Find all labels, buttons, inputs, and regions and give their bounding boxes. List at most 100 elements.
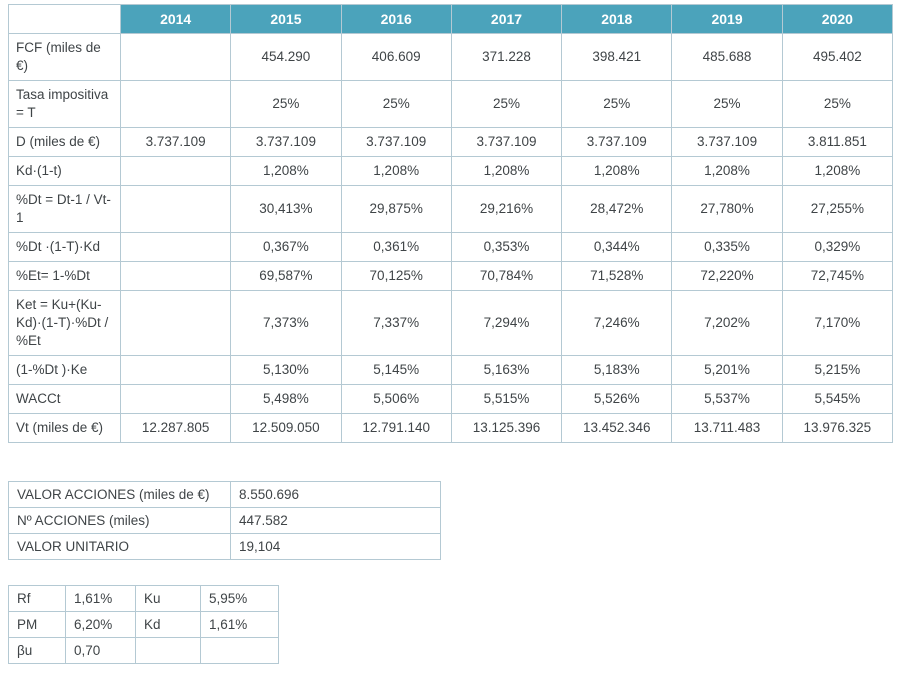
parameters-table: Rf 1,61% Ku 5,95% PM 6,20% Kd 1,61% βu 0,70 — [8, 585, 279, 664]
cell-value: 447.582 — [230, 507, 441, 534]
table-row: VALOR UNITARIO 19,104 — [8, 533, 441, 560]
param-value: 1,61% — [200, 611, 279, 638]
table-row: %Dt = Dt-1 / Vt-1 30,413% 29,875% 29,216% 28… — [8, 185, 894, 233]
cell-value: 25% — [340, 80, 452, 128]
cell-value: 25% — [561, 80, 673, 128]
table-row: D (miles de €) 3.737.109 3.737.109 3.737.10… — [8, 127, 894, 157]
cell-value: 13.711.483 — [671, 413, 783, 443]
cell-value: 3.737.109 — [119, 127, 232, 157]
cell-value: 25% — [781, 80, 894, 128]
cell-value: 7,337% — [340, 290, 452, 356]
cell-value — [119, 80, 232, 128]
year-header-2019: 2019 — [671, 4, 783, 34]
year-header-2017: 2017 — [450, 4, 563, 34]
row-label: WACCt — [8, 384, 121, 414]
row-label: Vt (miles de €) — [8, 413, 121, 443]
param-value — [200, 637, 279, 664]
table-row: Nº ACCIONES (miles) 447.582 — [8, 507, 441, 534]
cell-value: 7,202% — [671, 290, 783, 356]
valuation-table: 2014 2015 2016 2017 2018 2019 2020 FCF (miles … — [8, 4, 894, 443]
cell-value: 495.402 — [781, 33, 894, 81]
cell-value: 3.811.851 — [781, 127, 894, 157]
cell-value: 3.737.109 — [340, 127, 452, 157]
cell-value: 5,498% — [230, 384, 342, 414]
year-header-2014: 2014 — [119, 4, 232, 34]
row-label: %Dt = Dt-1 / Vt-1 — [8, 185, 121, 233]
cell-value: 72,745% — [781, 261, 894, 291]
cell-value: 0,329% — [781, 232, 894, 262]
cell-value: 29,216% — [450, 185, 563, 233]
cell-value: 71,528% — [561, 261, 673, 291]
cell-value: 69,587% — [230, 261, 342, 291]
cell-value — [119, 261, 232, 291]
cell-value: 3.737.109 — [450, 127, 563, 157]
param-label: βu — [8, 637, 66, 664]
cell-value: 5,537% — [671, 384, 783, 414]
cell-value: 1,208% — [671, 156, 783, 186]
row-label: Tasa impositiva = T — [8, 80, 121, 128]
cell-value: 7,373% — [230, 290, 342, 356]
year-header-2016: 2016 — [340, 4, 452, 34]
cell-value: 3.737.109 — [671, 127, 783, 157]
cell-value: 0,335% — [671, 232, 783, 262]
cell-value: 19,104 — [230, 533, 441, 560]
cell-value: 30,413% — [230, 185, 342, 233]
table-row: Ket = Ku+(Ku-Kd)·(1-T)·%Dt / %Et 7,373% 7,… — [8, 290, 894, 356]
cell-value — [119, 185, 232, 233]
cell-value: 5,215% — [781, 355, 894, 385]
cell-value: 72,220% — [671, 261, 783, 291]
parameters-table-body: Rf 1,61% Ku 5,95% PM 6,20% Kd 1,61% βu 0,70 — [8, 585, 279, 664]
param-label: Ku — [135, 585, 201, 612]
param-label: PM — [8, 611, 66, 638]
cell-value: 28,472% — [561, 185, 673, 233]
cell-value: 12.791.140 — [340, 413, 452, 443]
year-header-row: 2014 2015 2016 2017 2018 2019 2020 — [8, 4, 894, 34]
cell-value — [119, 33, 232, 81]
cell-value: 398.421 — [561, 33, 673, 81]
cell-value: 13.452.346 — [561, 413, 673, 443]
table-row: (1-%Dt )·Ke 5,130% 5,145% 5,163% 5,183% 5,201… — [8, 355, 894, 385]
table-row: %Et= 1-%Dt 69,587% 70,125% 70,784% 71,528% 72… — [8, 261, 894, 291]
share-value-table-body: VALOR ACCIONES (miles de €) 8.550.696 Nº A… — [8, 481, 441, 560]
cell-value: 1,208% — [561, 156, 673, 186]
table-row: Rf 1,61% Ku 5,95% — [8, 585, 279, 612]
cell-value: 13.976.325 — [781, 413, 894, 443]
param-value: 5,95% — [200, 585, 279, 612]
cell-value — [119, 232, 232, 262]
cell-value: 7,294% — [450, 290, 563, 356]
row-label: %Et= 1-%Dt — [8, 261, 121, 291]
cell-value: 371.228 — [450, 33, 563, 81]
share-value-table: VALOR ACCIONES (miles de €) 8.550.696 Nº A… — [8, 481, 441, 560]
valuation-table-body: FCF (miles de €) 454.290 406.609 371.228 398… — [8, 33, 894, 443]
table-row: FCF (miles de €) 454.290 406.609 371.228 398… — [8, 33, 894, 81]
row-label: %Dt ·(1-T)·Kd — [8, 232, 121, 262]
cell-value: 5,506% — [340, 384, 452, 414]
cell-value: 25% — [230, 80, 342, 128]
param-label: Kd — [135, 611, 201, 638]
cell-value: 1,208% — [340, 156, 452, 186]
cell-value: 27,255% — [781, 185, 894, 233]
cell-value: 1,208% — [781, 156, 894, 186]
param-value: 1,61% — [65, 585, 136, 612]
cell-value: 5,201% — [671, 355, 783, 385]
cell-value: 70,784% — [450, 261, 563, 291]
row-label: D (miles de €) — [8, 127, 121, 157]
cell-value — [119, 384, 232, 414]
param-value: 0,70 — [65, 637, 136, 664]
cell-value: 0,367% — [230, 232, 342, 262]
cell-value: 454.290 — [230, 33, 342, 81]
cell-value: 0,361% — [340, 232, 452, 262]
row-label: Kd·(1-t) — [8, 156, 121, 186]
cell-value: 5,515% — [450, 384, 563, 414]
param-value: 6,20% — [65, 611, 136, 638]
cell-value: 29,875% — [340, 185, 452, 233]
cell-value: 5,163% — [450, 355, 563, 385]
cell-value: 0,344% — [561, 232, 673, 262]
cell-value: 5,183% — [561, 355, 673, 385]
cell-value — [119, 156, 232, 186]
table-row: VALOR ACCIONES (miles de €) 8.550.696 — [8, 481, 441, 508]
table-row: WACCt 5,498% 5,506% 5,515% 5,526% 5,537% 5,545… — [8, 384, 894, 414]
cell-value: 5,526% — [561, 384, 673, 414]
cell-value: 13.125.396 — [450, 413, 563, 443]
